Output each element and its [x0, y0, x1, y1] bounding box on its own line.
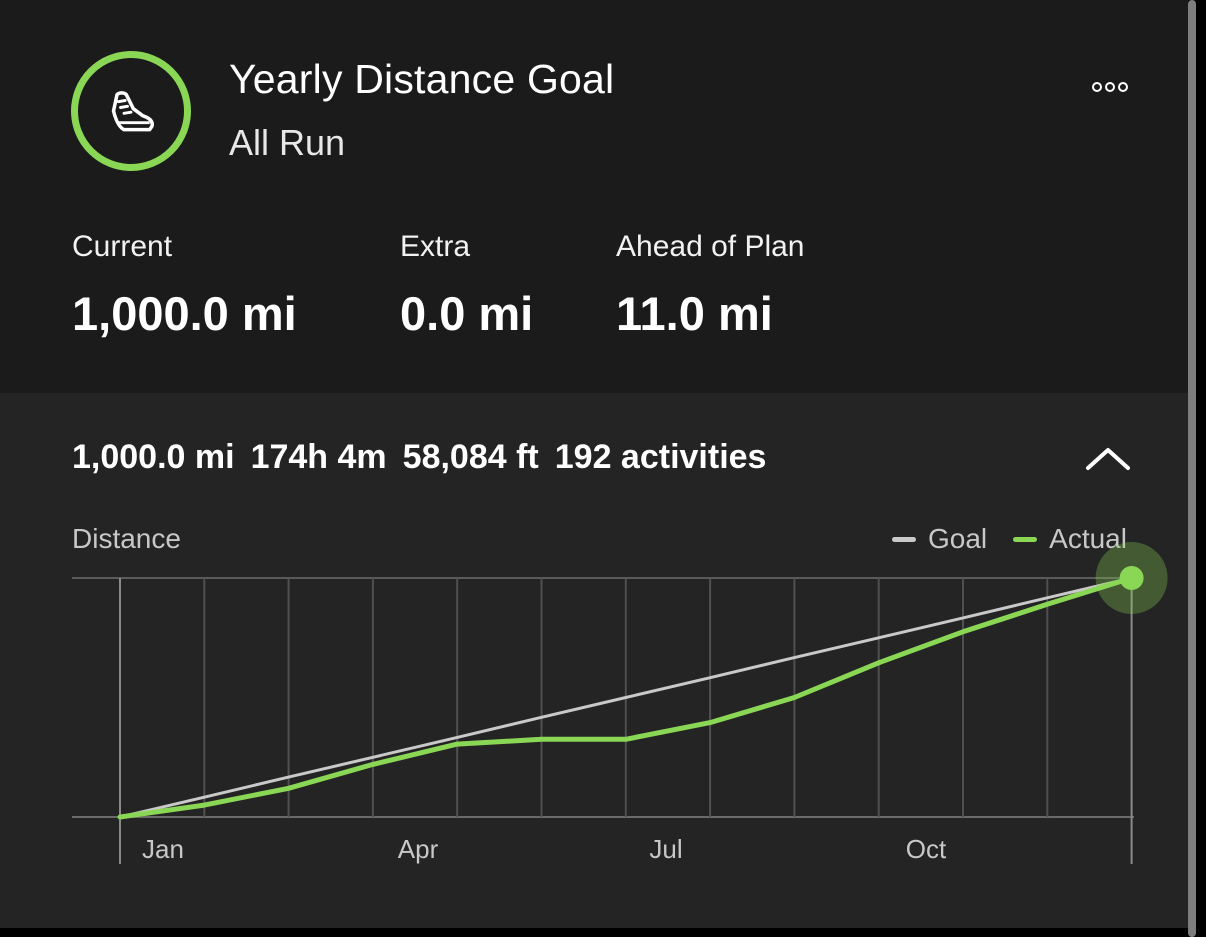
x-tick-label: Apr: [398, 834, 439, 864]
summary-distance: 1,000.0 mi: [72, 438, 235, 476]
more-options-icon: [1105, 82, 1115, 92]
stat-current: Current 1,000.0 mi: [72, 230, 297, 341]
activity-summary: 1,000.0 mi 174h 4m 58,084 ft 192 activit…: [72, 438, 766, 477]
more-options-icon: [1092, 82, 1102, 92]
stat-ahead-of-plan: Ahead of Plan 11.0 mi: [616, 230, 804, 341]
chart-title: Distance: [72, 523, 181, 554]
legend-actual-label: Actual: [1049, 523, 1127, 554]
goal-header-card: [0, 0, 1188, 393]
stat-value: 1,000.0 mi: [72, 287, 297, 340]
collapse-button[interactable]: [1082, 438, 1134, 478]
stat-label: Extra: [400, 230, 471, 263]
more-options-button[interactable]: [1080, 70, 1140, 104]
more-options-icon: [1118, 82, 1128, 92]
summary-elevation: 58,084 ft: [402, 438, 539, 476]
x-tick-label: Jan: [142, 834, 184, 864]
goal-title: Yearly Distance Goal: [229, 56, 615, 102]
x-tick-label: Oct: [906, 834, 947, 864]
legend-goal-label: Goal: [928, 523, 988, 554]
chevron-up-icon: [1086, 448, 1130, 470]
summary-time: 174h 4m: [250, 438, 387, 476]
legend-goal-swatch: [892, 536, 916, 542]
stat-extra: Extra 0.0 mi: [400, 230, 533, 341]
legend-actual-swatch: [1013, 536, 1038, 542]
current-point-marker: [1119, 566, 1144, 590]
running-shoe-icon: [111, 91, 154, 132]
stat-value: 0.0 mi: [400, 287, 534, 340]
actual-line: [117, 575, 1135, 820]
summary-activities: 192 activities: [554, 438, 767, 476]
goal-progress-ring: [71, 51, 191, 171]
scrollbar-thumb[interactable]: [1188, 0, 1196, 937]
stat-value: 11.0 mi: [616, 287, 773, 340]
chart-legend: Goal Actual: [892, 523, 1127, 555]
card-divider: [0, 928, 1188, 937]
goal-line: [118, 576, 1134, 819]
goal-details-card: [0, 393, 1188, 928]
goal-subtitle: All Run: [229, 122, 346, 163]
x-tick-label: Jul: [649, 834, 682, 864]
distance-chart: Jan Apr Jul Oct: [72, 542, 1168, 864]
stat-label: Ahead of Plan: [616, 230, 805, 263]
stat-label: Current: [72, 230, 173, 263]
